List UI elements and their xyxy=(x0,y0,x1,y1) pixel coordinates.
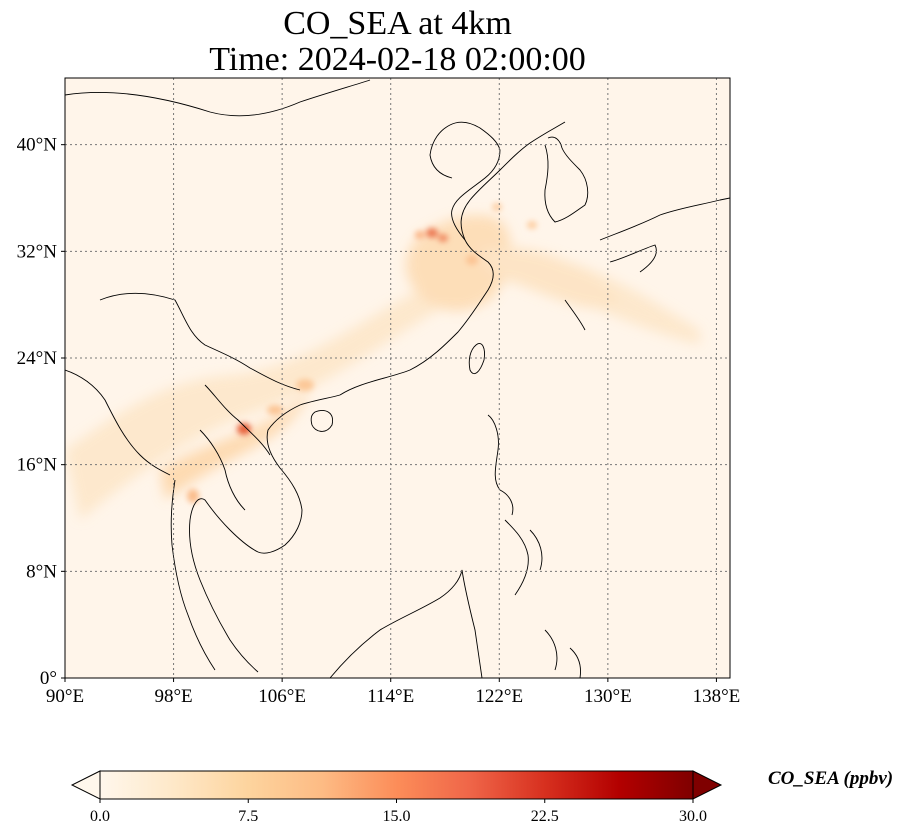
colorbar-tick-label: 0.0 xyxy=(90,808,110,825)
coast-bohai xyxy=(429,124,453,179)
coast-borneo xyxy=(329,569,483,678)
colorbar-extend-low xyxy=(70,770,101,800)
co-concentration-field xyxy=(65,78,730,678)
map-title: CO_SEA at 4km xyxy=(283,5,512,42)
colorbar: 0.0 7.5 15.0 22.5 30.0 xyxy=(70,770,723,825)
border-china-south xyxy=(99,292,301,391)
coast-malay-peninsula xyxy=(170,479,216,671)
colorbar-tick-label: 22.5 xyxy=(531,808,559,825)
y-tick-label: 16°N xyxy=(17,455,58,476)
y-tick-label: 32°N xyxy=(17,241,58,262)
y-tick-label: 24°N xyxy=(17,348,58,369)
coast-korea xyxy=(544,136,589,223)
coast-china-mainland xyxy=(339,121,566,396)
coast-philippines-south xyxy=(504,519,543,596)
colorbar-gradient xyxy=(99,770,694,800)
map-time-subtitle: Time: 2024-02-18 02:00:00 xyxy=(209,41,586,78)
hotspot-shandong-1 xyxy=(426,228,438,238)
hotspot-yangtze xyxy=(466,255,478,265)
x-tick-label: 122°E xyxy=(475,686,523,707)
border-indochina xyxy=(199,384,271,511)
x-tick-label: 130°E xyxy=(584,686,632,707)
y-tick-label: 40°N xyxy=(17,135,58,156)
coast-hainan xyxy=(310,410,333,432)
hotspot-pearl-delta xyxy=(296,379,314,391)
x-tick-label: 90°E xyxy=(46,686,84,707)
plume-southeast-asia xyxy=(65,253,700,520)
plume-china-coast xyxy=(405,215,511,311)
x-tick-label: 106°E xyxy=(258,686,306,707)
hotspot-korea-strait xyxy=(527,221,537,229)
hotspot-east-china xyxy=(415,231,425,239)
coastlines xyxy=(65,79,730,678)
coast-gulf-thailand xyxy=(189,498,259,673)
x-tick-label: 138°E xyxy=(693,686,741,707)
latitude-axis: 0° 8°N 16°N 24°N 32°N 40°N xyxy=(17,135,65,689)
colorbar-tick-label: 7.5 xyxy=(238,808,258,825)
coast-japan xyxy=(564,197,730,331)
border-mongolia xyxy=(65,79,371,117)
colorbar-extend-high xyxy=(692,770,723,800)
hotspot-shandong-2 xyxy=(438,234,448,242)
hotspot-thailand xyxy=(187,489,199,503)
colorbar-tick-label: 30.0 xyxy=(679,808,707,825)
hotspot-vietnam-coast xyxy=(267,405,283,415)
hotspot-yellow-sea xyxy=(492,203,502,211)
colorbar-label: CO_SEA (ppbv) xyxy=(768,768,894,789)
map-background xyxy=(65,78,730,678)
coast-sulawesi xyxy=(544,629,581,678)
coast-myanmar xyxy=(65,369,171,476)
y-tick-label: 0° xyxy=(40,668,57,689)
plume-east-sea xyxy=(480,247,620,309)
colorbar-tick-label: 15.0 xyxy=(383,808,411,825)
hotspot-north-vietnam xyxy=(237,423,251,435)
x-tick-label: 98°E xyxy=(154,686,192,707)
gridlines xyxy=(65,78,730,678)
colorbar-ticks: 0.0 7.5 15.0 22.5 30.0 xyxy=(90,799,707,825)
coast-taiwan xyxy=(468,343,485,374)
coast-philippines-luzon xyxy=(487,414,514,516)
coast-yellow-sea xyxy=(449,121,501,241)
coast-vietnam xyxy=(257,394,341,554)
x-tick-label: 114°E xyxy=(367,686,414,707)
y-tick-label: 8°N xyxy=(26,561,57,582)
map-frame xyxy=(64,77,731,679)
longitude-axis: 90°E 98°E 106°E 114°E 122°E 130°E 138°E xyxy=(46,678,740,707)
plume-indochina xyxy=(160,390,310,500)
